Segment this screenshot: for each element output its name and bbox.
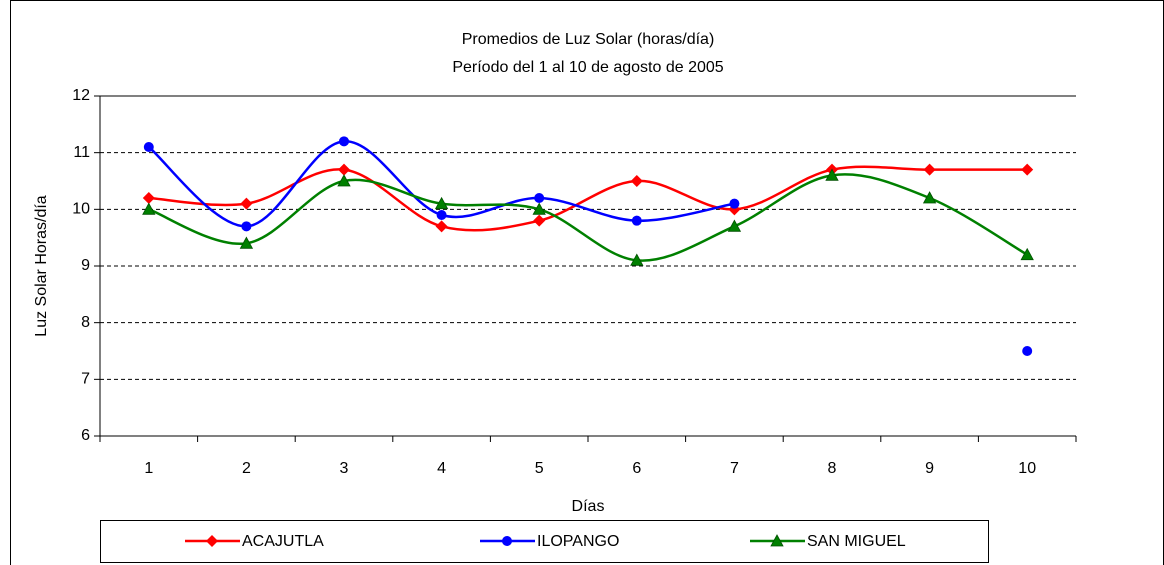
data-point	[436, 210, 447, 220]
x-tick-label: 9	[925, 460, 934, 477]
data-point	[434, 196, 449, 210]
data-point	[239, 236, 254, 249]
data-point	[533, 214, 546, 227]
series-line	[148, 165, 1028, 232]
data-point	[337, 174, 351, 187]
x-tick-label: 6	[632, 460, 641, 477]
x-axis-label: Días	[572, 498, 605, 515]
x-tick-label: 10	[1018, 460, 1036, 477]
legend-label: ILOPANGO	[537, 533, 619, 550]
y-tick-label: 6	[81, 427, 90, 444]
x-tick-label: 5	[535, 460, 544, 477]
data-point	[630, 175, 643, 187]
data-point	[825, 168, 839, 181]
data-point	[142, 192, 155, 204]
legend-box	[100, 520, 989, 563]
data-point	[631, 215, 642, 226]
x-tick-label: 8	[828, 460, 837, 477]
y-tick-label: 9	[81, 257, 90, 274]
chart-subtitle: Período del 1 al 10 de agosto de 2005	[452, 59, 723, 76]
legend-marker	[206, 535, 218, 547]
data-point	[923, 163, 936, 176]
data-point	[630, 253, 644, 266]
series-line	[148, 173, 1028, 262]
chart-title: Promedios de Luz Solar (horas/día)	[462, 31, 715, 48]
x-tick-label: 7	[730, 460, 739, 477]
data-point	[240, 197, 253, 210]
data-point	[142, 202, 156, 215]
y-tick-label: 12	[72, 87, 90, 104]
data-point	[338, 163, 350, 176]
data-point	[241, 221, 252, 232]
data-point	[143, 142, 154, 152]
data-point	[1021, 163, 1034, 176]
y-tick-label: 11	[73, 144, 90, 161]
y-tick-label: 8	[81, 314, 90, 331]
legend-label: SAN MIGUEL	[807, 533, 906, 550]
legend-marker	[502, 536, 512, 546]
x-tick-label: 2	[242, 460, 251, 477]
data-point	[534, 193, 545, 203]
data-point	[1020, 247, 1034, 261]
x-tick-label: 1	[144, 460, 153, 477]
legend-marker	[770, 534, 784, 547]
data-point	[727, 219, 742, 232]
data-point	[435, 220, 448, 233]
data-point	[1022, 346, 1033, 356]
x-tick-label: 3	[340, 460, 349, 477]
y-axis-label: Luz Solar Horas/día	[33, 195, 50, 337]
data-point	[339, 136, 349, 147]
y-tick-label: 10	[72, 201, 90, 218]
x-tick-label: 4	[437, 460, 446, 477]
data-point	[532, 202, 546, 215]
chart-frame	[10, 0, 1164, 565]
y-tick-label: 7	[81, 371, 90, 388]
legend-label: ACAJUTLA	[242, 533, 324, 550]
data-point	[729, 198, 740, 209]
data-point	[922, 191, 937, 204]
